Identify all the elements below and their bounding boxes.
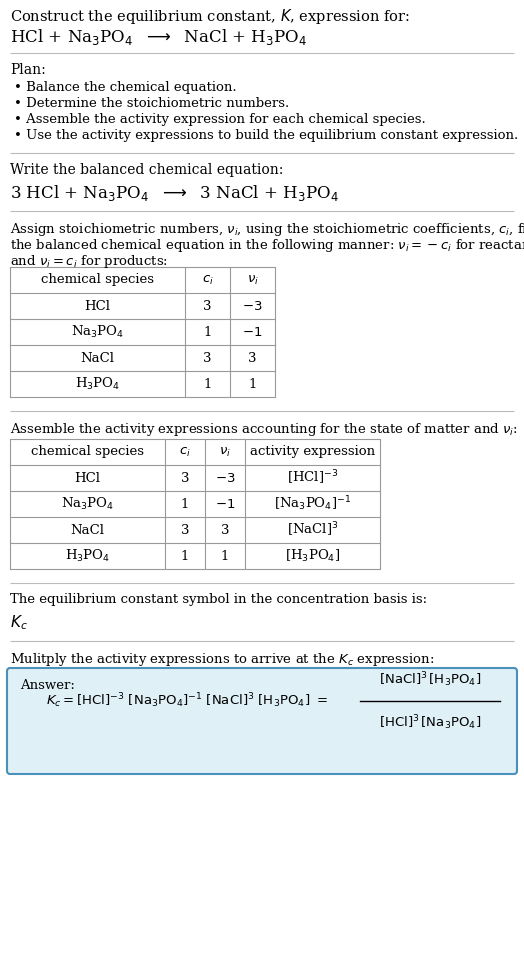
- Text: 1: 1: [181, 549, 189, 563]
- Text: activity expression: activity expression: [250, 446, 375, 458]
- Text: 1: 1: [221, 549, 229, 563]
- Text: • Determine the stoichiometric numbers.: • Determine the stoichiometric numbers.: [14, 97, 289, 110]
- Text: • Use the activity expressions to build the equilibrium constant expression.: • Use the activity expressions to build …: [14, 129, 518, 142]
- Text: HCl: HCl: [74, 472, 101, 484]
- Text: 3: 3: [221, 523, 230, 537]
- Text: $[\mathrm{NaCl}]^3\,[\mathrm{H_3PO_4}]$: $[\mathrm{NaCl}]^3\,[\mathrm{H_3PO_4}]$: [379, 670, 481, 689]
- Text: Answer:: Answer:: [20, 679, 75, 692]
- Text: $[\mathrm{HCl}]^3\,[\mathrm{Na_3PO_4}]$: $[\mathrm{HCl}]^3\,[\mathrm{Na_3PO_4}]$: [379, 713, 481, 732]
- Text: Na$_3$PO$_4$: Na$_3$PO$_4$: [71, 324, 124, 340]
- Text: HCl: HCl: [84, 300, 111, 313]
- Text: H$_3$PO$_4$: H$_3$PO$_4$: [65, 548, 110, 564]
- Text: 1: 1: [248, 377, 257, 390]
- Text: chemical species: chemical species: [41, 274, 154, 286]
- Text: • Balance the chemical equation.: • Balance the chemical equation.: [14, 81, 237, 94]
- Text: $c_i$: $c_i$: [179, 445, 191, 458]
- Text: • Assemble the activity expression for each chemical species.: • Assemble the activity expression for e…: [14, 113, 425, 126]
- Text: Assign stoichiometric numbers, $\nu_i$, using the stoichiometric coefficients, $: Assign stoichiometric numbers, $\nu_i$, …: [10, 221, 524, 238]
- Text: Assemble the activity expressions accounting for the state of matter and $\nu_i$: Assemble the activity expressions accoun…: [10, 421, 518, 438]
- Text: 3: 3: [248, 351, 257, 365]
- Text: Construct the equilibrium constant, $K$, expression for:: Construct the equilibrium constant, $K$,…: [10, 7, 410, 26]
- FancyBboxPatch shape: [7, 668, 517, 774]
- Text: [HCl]$^{-3}$: [HCl]$^{-3}$: [287, 469, 338, 487]
- Text: $c_i$: $c_i$: [202, 274, 213, 286]
- Text: [H$_3$PO$_4$]: [H$_3$PO$_4$]: [285, 548, 340, 564]
- Text: 1: 1: [181, 498, 189, 510]
- Text: 3: 3: [181, 523, 189, 537]
- Text: the balanced chemical equation in the following manner: $\nu_i = -c_i$ for react: the balanced chemical equation in the fo…: [10, 237, 524, 254]
- Text: 3 HCl + Na$_3$PO$_4$  $\longrightarrow$  3 NaCl + H$_3$PO$_4$: 3 HCl + Na$_3$PO$_4$ $\longrightarrow$ 3…: [10, 183, 339, 203]
- Text: 1: 1: [203, 325, 212, 339]
- Text: and $\nu_i = c_i$ for products:: and $\nu_i = c_i$ for products:: [10, 253, 168, 270]
- Text: $K_c = [\mathrm{HCl}]^{-3}$ $[\mathrm{Na_3PO_4}]^{-1}$ $[\mathrm{NaCl}]^3$ $[\ma: $K_c = [\mathrm{HCl}]^{-3}$ $[\mathrm{Na…: [46, 692, 328, 710]
- Text: Write the balanced chemical equation:: Write the balanced chemical equation:: [10, 163, 283, 177]
- Text: $-3$: $-3$: [242, 300, 263, 313]
- Text: $-3$: $-3$: [215, 472, 235, 484]
- Text: Mulitply the activity expressions to arrive at the $K_c$ expression:: Mulitply the activity expressions to arr…: [10, 651, 434, 668]
- Text: Na$_3$PO$_4$: Na$_3$PO$_4$: [61, 496, 114, 512]
- Text: $-1$: $-1$: [242, 325, 263, 339]
- Text: 1: 1: [203, 377, 212, 390]
- Text: HCl + Na$_3$PO$_4$  $\longrightarrow$  NaCl + H$_3$PO$_4$: HCl + Na$_3$PO$_4$ $\longrightarrow$ NaC…: [10, 27, 307, 47]
- Text: H$_3$PO$_4$: H$_3$PO$_4$: [75, 376, 120, 392]
- Text: $K_c$: $K_c$: [10, 613, 28, 632]
- Text: 3: 3: [181, 472, 189, 484]
- Text: Plan:: Plan:: [10, 63, 46, 77]
- Text: $\nu_i$: $\nu_i$: [219, 445, 231, 458]
- Text: NaCl: NaCl: [71, 523, 104, 537]
- Text: [Na$_3$PO$_4$]$^{-1}$: [Na$_3$PO$_4$]$^{-1}$: [274, 495, 351, 513]
- Text: $\nu_i$: $\nu_i$: [246, 274, 258, 286]
- Text: The equilibrium constant symbol in the concentration basis is:: The equilibrium constant symbol in the c…: [10, 593, 427, 606]
- Text: [NaCl]$^3$: [NaCl]$^3$: [287, 521, 338, 539]
- Text: NaCl: NaCl: [81, 351, 115, 365]
- Text: $-1$: $-1$: [215, 498, 235, 510]
- Text: 3: 3: [203, 351, 212, 365]
- Text: chemical species: chemical species: [31, 446, 144, 458]
- Text: 3: 3: [203, 300, 212, 313]
